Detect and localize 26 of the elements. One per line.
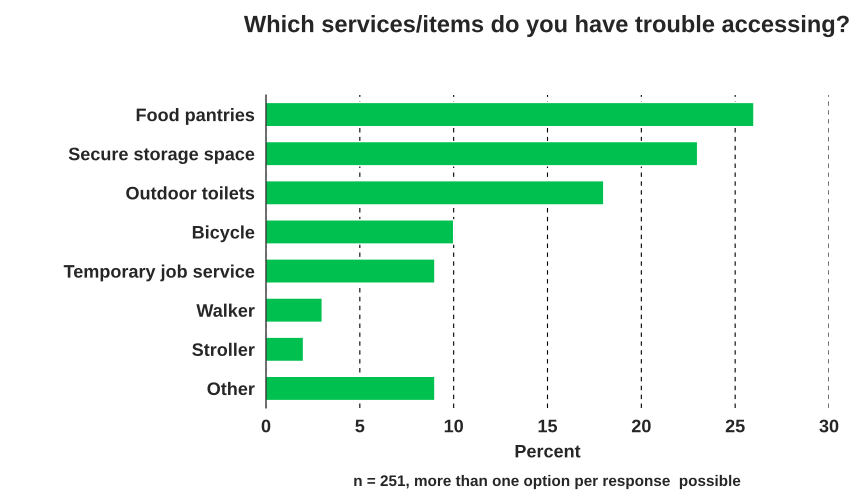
y-tick-label: Outdoor toilets xyxy=(126,186,254,200)
x-tick-label: 0 xyxy=(262,420,270,432)
bar xyxy=(266,336,304,362)
x-tick-label: 5 xyxy=(355,420,364,432)
bar xyxy=(266,258,436,284)
bar xyxy=(266,376,436,402)
bar xyxy=(266,140,698,167)
x-tick-label: 15 xyxy=(538,420,558,432)
bar xyxy=(266,219,454,245)
chart-title: Which services/items do you have trouble accessing? xyxy=(244,15,849,38)
y-tick-label: Temporary job service xyxy=(64,264,254,282)
bar xyxy=(266,102,755,128)
y-tick-label: Walker xyxy=(196,304,255,317)
y-tick-label: Food pantries xyxy=(136,108,254,125)
x-tick-label: 10 xyxy=(444,420,463,432)
y-tick-label: Other xyxy=(207,382,255,396)
text: n = 251, more than one option per response possible xyxy=(354,474,740,490)
x-tick-label: 20 xyxy=(632,420,651,432)
bar xyxy=(266,180,604,206)
y-tick-label: Bicycle xyxy=(192,225,254,242)
x-axis-title: Percent xyxy=(516,444,580,458)
x-tick-label: 30 xyxy=(819,420,838,432)
y-tick-label: Secure storage space xyxy=(68,148,254,164)
y-tick-label: Stroller xyxy=(192,342,255,356)
x-tick-label: 25 xyxy=(726,420,745,432)
bar xyxy=(266,297,323,324)
